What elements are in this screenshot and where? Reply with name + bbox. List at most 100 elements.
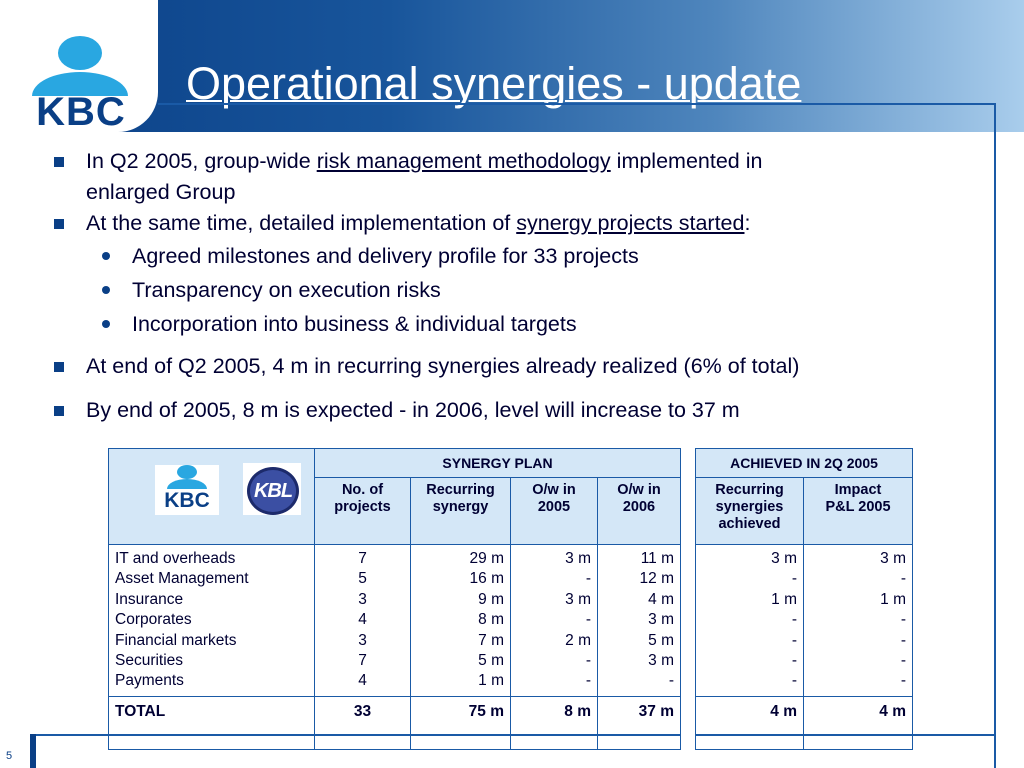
page-number: 5 [6,750,13,762]
cell-value: 4 m [648,590,674,608]
cell-value: - [585,652,591,670]
projects-cell: 7 5 3 4 3 7 4 [314,544,411,697]
bullet-text: By end of 2005, 8 m is expected - in 200… [86,398,740,422]
col-header-line: projects [334,499,391,515]
cell-value: 3 m [565,590,591,608]
cell-value: 7 [358,550,367,567]
synergy-plan-header: SYNERGY PLAN [314,448,681,478]
cell-value: - [668,672,674,690]
cell-value: 5 m [478,652,504,670]
col-header-ow2005: O/w in 2005 [510,477,598,545]
logos: KBC KBL [115,449,308,539]
kbc-mini-head-shape [177,465,197,479]
bullet-item: In Q2 2005, group-wide risk management m… [48,146,978,208]
cell-value: - [585,672,591,690]
sub-bullet-item: Incorporation into business & individual… [48,307,978,341]
bullet-underlined-text: risk management methodology [316,149,611,173]
kbl-logo-text: KBL [247,467,299,515]
cell-value: - [900,611,906,629]
cell-value: 3 m [771,550,797,567]
cell-value: 1 m [478,672,504,690]
cell-value: 3 m [648,611,674,629]
cell-value: 1 m [771,590,797,608]
row-name: Corporates [115,611,192,629]
achieved-header: ACHIEVED IN 2Q 2005 [695,448,913,478]
total-label: TOTAL [108,696,315,750]
square-bullet-icon [54,219,64,229]
sub-bullet-text: Incorporation into business & individual… [132,312,577,336]
bullet-text: enlarged Group [86,180,236,204]
slide-header [0,0,1024,132]
round-bullet-icon [102,286,110,294]
cell-value: 11 m [640,550,674,567]
cell-value: 3 m [648,652,674,670]
cell-value: 4 [358,672,367,690]
achieved-cell: 3 m - 1 m - - - - [695,544,804,697]
cell-value: - [585,611,591,629]
table-logos-cell: KBC KBL [108,448,315,545]
col-header-recurring: Recurring synergy [410,477,511,545]
cell-value: 12 m [639,570,674,588]
synergy-table: KBC KBL SYNERGY PLAN ACHIEVED IN 2Q 2005… [108,448,913,750]
row-name: Securities [115,652,184,670]
col-header-line: achieved [718,516,781,532]
cell-value: 8 m [478,611,504,629]
square-bullet-icon [54,362,64,372]
ow2006-cell: 11 m 12 m 4 m 3 m 5 m 3 m - [597,544,681,697]
cell-value: 5 [358,570,367,588]
cell-value: - [585,570,591,588]
cell-value: 7 m [478,631,504,649]
kbc-logo-text: KBC [36,90,126,134]
col-header-line: Recurring [715,482,784,498]
col-header-line: O/w in [617,482,661,498]
table-gap [680,696,696,750]
row-name: Insurance [115,590,184,608]
round-bullet-icon [102,252,110,260]
cell-value: - [900,570,906,588]
sub-bullet-text: Agreed milestones and delivery profile f… [132,244,639,268]
col-header-line: synergies [715,499,784,515]
bullet-text: At the same time, detailed implementatio… [86,211,517,235]
total-achieved: 4 m [695,696,804,750]
square-bullet-icon [54,157,64,167]
cell-value: - [791,570,797,588]
cell-value: 29 m [469,550,504,567]
cell-value: - [791,652,797,670]
kbc-mini-body-shape [167,479,207,489]
row-name: Payments [115,672,184,690]
col-header-line: Impact [834,482,882,498]
col-header-achieved: Recurring synergies achieved [695,477,804,545]
cell-value: 3 m [880,550,906,567]
cell-value: 1 m [880,590,906,608]
cell-value: 3 [358,631,367,649]
bullet-text: implemented in [610,149,763,173]
cell-value: 3 m [565,550,591,567]
table-gap [680,448,696,697]
frame-line-right [994,103,996,768]
cell-value: 3 [358,590,367,608]
cell-value: 9 m [478,590,504,608]
cell-value: 4 [358,611,367,629]
kbc-mini-text: KBC [164,489,210,512]
col-header-line: 2005 [537,499,571,515]
round-bullet-icon [102,320,110,328]
col-header-projects: No. of projects [314,477,411,545]
cell-value: 7 [358,652,367,670]
bullet-text: At end of Q2 2005, 4 m in recurring syne… [86,354,800,378]
row-names-cell: IT and overheads Asset Management Insura… [108,544,315,697]
slide-title: Operational synergies - update [186,58,802,109]
total-row: TOTAL 33 75 m 8 m 37 m 4 m 4 m [108,696,913,750]
bullet-item: At the same time, detailed implementatio… [48,208,978,239]
frame-line-top [158,103,996,105]
bullet-text: In Q2 2005, group-wide [86,149,317,173]
col-header-line: synergy [432,499,489,515]
col-header-ow2006: O/w in 2006 [597,477,681,545]
bullet-text: : [744,211,751,235]
total-impact: 4 m [803,696,913,750]
impact-cell: 3 m - 1 m - - - - [803,544,913,697]
kbc-logo-head-shape [58,36,102,70]
sub-bullet-text: Transparency on execution risks [132,278,441,302]
col-header-line: Recurring [426,482,495,498]
cell-value: 2 m [565,631,591,649]
bullet-item: By end of 2005, 8 m is expected - in 200… [48,395,978,426]
